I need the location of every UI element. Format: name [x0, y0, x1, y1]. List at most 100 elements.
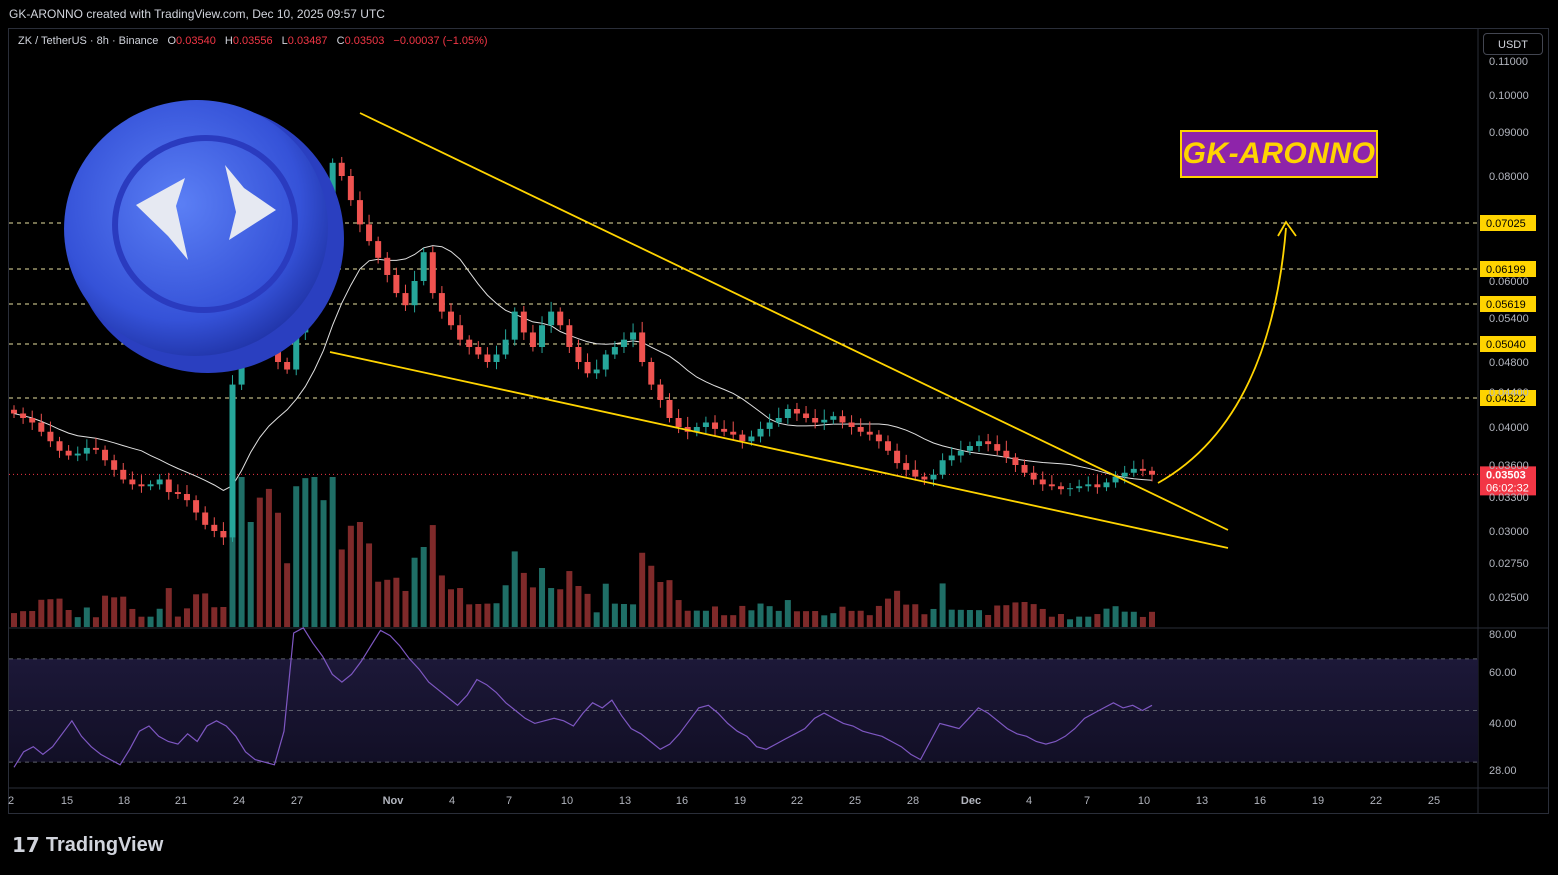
volume-bar [912, 604, 919, 627]
y-tick-label: 0.10000 [1489, 90, 1529, 102]
author-watermark: GK-ARONNO [1180, 130, 1378, 178]
symbol-label[interactable]: ZK / TetherUS · 8h · Binance [18, 35, 159, 47]
volume-bar [1067, 619, 1074, 627]
volume-bar [894, 590, 901, 627]
volume-bar [575, 586, 582, 627]
candle-body [92, 447, 99, 450]
volume-bar [92, 617, 99, 627]
time-axis: 2 15 18 21 24 27 Nov 4 7 10 13 16 19 22 25 28 Dec 4 7 10 13 1… [8, 795, 1440, 807]
candle-body [20, 413, 27, 418]
volume-bar [102, 595, 109, 627]
candle-body [730, 431, 737, 435]
candle-body [384, 257, 391, 275]
volume-bar [183, 608, 190, 627]
volume-bar [684, 610, 691, 627]
x-tick-label: 19 [1312, 795, 1324, 807]
volume-bar [948, 609, 955, 627]
y-tick-label: 0.03000 [1489, 526, 1529, 538]
candle-body [921, 476, 928, 480]
level-tag-label: 0.06199 [1486, 264, 1526, 276]
candle-body [1067, 488, 1074, 490]
candle-body [957, 450, 964, 456]
volume-bar [875, 605, 882, 627]
volume-bar [393, 577, 400, 627]
candle-body [702, 422, 709, 427]
candle-body [666, 399, 673, 418]
volume-bar [775, 610, 782, 627]
volume-bar [648, 565, 655, 627]
volume-bar [693, 610, 700, 627]
close-value: 0.03503 [344, 35, 385, 47]
volume-bar [256, 497, 263, 627]
candle-body [457, 325, 464, 340]
moving-average [13, 245, 1153, 491]
candle-body [739, 434, 746, 442]
candle-body [930, 474, 937, 480]
volume-bar [921, 614, 928, 627]
volume-bar [193, 594, 200, 627]
x-tick-label: 16 [676, 795, 688, 807]
candle-body [1003, 450, 1010, 458]
y-tick-label: 0.04800 [1489, 357, 1529, 369]
volume-bar [484, 603, 491, 627]
volume-bar [475, 604, 482, 627]
x-tick-label: 10 [1138, 795, 1150, 807]
candle-body [712, 422, 719, 429]
volume-bar [265, 488, 272, 627]
candle-body [393, 274, 400, 294]
volume-bar [757, 603, 764, 627]
ma-line [13, 245, 1153, 491]
y-tick-label: 0.02750 [1489, 558, 1529, 570]
tradingview-logo[interactable]: 17 TradingView [12, 833, 163, 857]
currency-button[interactable]: USDT [1483, 33, 1543, 55]
last-price-label: 0.03503 [1486, 469, 1526, 481]
rsi-line [13, 627, 1153, 768]
candle-body [611, 347, 618, 355]
candle-body [857, 427, 864, 432]
candle-body [539, 325, 546, 347]
candle-body [803, 413, 810, 418]
candle-body [939, 460, 946, 475]
candle-body [657, 384, 664, 400]
candle-body [511, 311, 518, 340]
candle-body [429, 252, 436, 294]
candle-body [675, 417, 682, 427]
candle-body [438, 293, 445, 312]
candle-body [1039, 479, 1046, 485]
level-tag [1480, 336, 1536, 352]
candle-body [347, 176, 354, 201]
x-tick-label: 22 [791, 795, 803, 807]
rsi-tick-label: 80.00 [1489, 629, 1517, 641]
candle-body [529, 332, 536, 347]
volume-bar [375, 581, 382, 627]
volume-bar [329, 477, 336, 627]
candle-body [693, 427, 700, 432]
price-axis: 0.11000 0.10000 0.09000 0.08000 0.06000 0.054… [1489, 56, 1529, 604]
candle-body [620, 339, 627, 347]
candle-body [548, 311, 555, 326]
breakout-arrowhead [1277, 220, 1297, 237]
level-tag [1480, 215, 1536, 231]
level-tag-label: 0.07025 [1486, 218, 1526, 230]
open-value: 0.03540 [176, 35, 216, 47]
volume-bar [83, 607, 90, 627]
open-label: O [167, 35, 177, 47]
candle-body [985, 441, 992, 445]
x-tick-label: 4 [449, 795, 455, 807]
candle-body [502, 339, 509, 355]
volume-bar [20, 611, 27, 627]
volume-bar [1012, 602, 1019, 627]
candle-body [766, 422, 773, 429]
volume-bar [238, 477, 245, 627]
candle-body [293, 332, 300, 370]
candle-body [1094, 484, 1101, 488]
x-tick-label: 7 [1084, 795, 1090, 807]
y-tick-label: 0.08000 [1489, 171, 1529, 183]
x-tick-label: 13 [619, 795, 631, 807]
volume-bar [111, 597, 118, 627]
close-label: C [336, 35, 345, 47]
candle-body [1012, 457, 1019, 465]
candle-body [520, 311, 527, 333]
x-tick-label: 16 [1254, 795, 1266, 807]
